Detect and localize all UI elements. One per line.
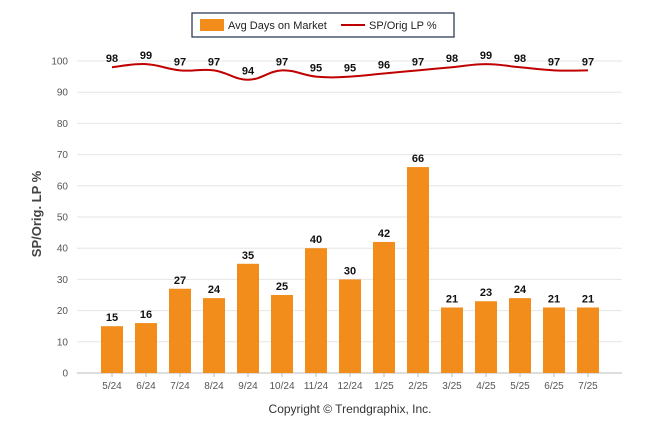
bar-data-label: 21 bbox=[548, 293, 560, 305]
y-axis-title: SP/Orig. LP % bbox=[29, 170, 44, 257]
y-tick-label: 50 bbox=[57, 213, 69, 224]
y-tick-label: 60 bbox=[57, 181, 69, 192]
y-tick-label: 90 bbox=[57, 88, 69, 99]
bar-data-label: 21 bbox=[446, 293, 458, 305]
y-tick-label: 20 bbox=[57, 306, 69, 317]
line-data-label: 98 bbox=[514, 53, 526, 65]
bar-data-label: 16 bbox=[140, 309, 152, 321]
bar bbox=[373, 241, 395, 373]
bar-data-label: 15 bbox=[106, 312, 118, 324]
x-tick-label: 5/24 bbox=[102, 381, 122, 392]
bar bbox=[135, 323, 157, 373]
x-tick-label: 6/24 bbox=[136, 381, 156, 392]
line-data-label: 95 bbox=[344, 63, 356, 75]
line-data-label: 97 bbox=[412, 56, 424, 68]
bar bbox=[237, 263, 259, 373]
line-data-label: 98 bbox=[446, 53, 458, 65]
line-data-label: 97 bbox=[208, 56, 220, 68]
y-tick-label: 10 bbox=[57, 337, 69, 348]
x-tick-label: 8/24 bbox=[204, 381, 224, 392]
x-tick-label: 2/25 bbox=[408, 381, 428, 392]
bar bbox=[203, 298, 225, 373]
line-data-label: 96 bbox=[378, 59, 390, 71]
bar-data-label: 25 bbox=[276, 281, 288, 293]
bar-series bbox=[101, 167, 599, 373]
bar bbox=[305, 248, 327, 373]
x-tick-label: 7/25 bbox=[578, 381, 598, 392]
line-data-label: 97 bbox=[582, 56, 594, 68]
bar-data-label: 24 bbox=[514, 284, 527, 296]
x-tick-label: 5/25 bbox=[510, 381, 530, 392]
bar-data-labels: 15 16 27 24 35 25 40 30 42 66 21 23 24 21 21 bbox=[106, 153, 594, 324]
bar-data-label: 27 bbox=[174, 275, 186, 287]
bar bbox=[475, 301, 497, 373]
bar bbox=[101, 326, 123, 373]
x-tick-label: 11/24 bbox=[304, 381, 329, 392]
line-data-label: 97 bbox=[174, 56, 186, 68]
line-data-label: 99 bbox=[140, 50, 152, 62]
line-series bbox=[111, 63, 589, 81]
y-axis-ticks: 0 10 20 30 40 50 60 70 80 90 100 bbox=[51, 57, 68, 380]
bar-data-label: 66 bbox=[412, 153, 424, 165]
x-tick-label: 12/24 bbox=[337, 381, 362, 392]
copyright-credit: Copyright © Trendgraphix, Inc. bbox=[269, 402, 432, 416]
bar-data-label: 24 bbox=[208, 284, 221, 296]
y-tick-label: 0 bbox=[62, 369, 68, 380]
line-data-label: 97 bbox=[548, 56, 560, 68]
bar-data-label: 21 bbox=[582, 293, 594, 305]
x-tick-label: 1/25 bbox=[374, 381, 394, 392]
legend-box bbox=[191, 12, 455, 38]
bar bbox=[441, 307, 463, 373]
gridlines bbox=[77, 60, 622, 374]
line-data-labels: 98 99 97 97 94 97 95 95 96 97 98 99 98 97 97 bbox=[106, 50, 594, 78]
bar bbox=[577, 307, 599, 373]
x-tick-label: 6/25 bbox=[544, 381, 564, 392]
bar bbox=[339, 279, 361, 373]
x-tick-label: 3/25 bbox=[442, 381, 462, 392]
bar-data-label: 30 bbox=[344, 265, 356, 277]
y-tick-label: 30 bbox=[57, 275, 69, 286]
y-tick-label: 80 bbox=[57, 119, 69, 130]
line-data-label: 99 bbox=[480, 50, 492, 62]
legend-label-bar: Avg Days on Market bbox=[228, 20, 327, 32]
bar bbox=[169, 288, 191, 373]
y-tick-label: 70 bbox=[57, 150, 69, 161]
legend-label-line: SP/Orig LP % bbox=[369, 20, 437, 32]
bar-data-label: 35 bbox=[242, 250, 254, 262]
bar-data-label: 40 bbox=[310, 234, 322, 246]
sp-orig-lp-line bbox=[111, 63, 589, 81]
x-tick-label: 9/24 bbox=[238, 381, 258, 392]
legend-swatch-bar bbox=[200, 19, 224, 31]
line-data-label: 94 bbox=[242, 66, 255, 78]
bar bbox=[271, 295, 293, 373]
bar bbox=[509, 298, 531, 373]
x-tick-label: 4/25 bbox=[476, 381, 496, 392]
line-data-label: 97 bbox=[276, 56, 288, 68]
y-tick-label: 40 bbox=[57, 244, 69, 255]
bar-data-label: 42 bbox=[378, 228, 390, 240]
x-tick-label: 7/24 bbox=[170, 381, 190, 392]
x-tick-label: 10/24 bbox=[269, 381, 294, 392]
legend: Avg Days on Market SP/Orig LP % bbox=[191, 12, 455, 38]
bar bbox=[407, 167, 429, 373]
line-data-label: 98 bbox=[106, 53, 118, 65]
y-tick-label: 100 bbox=[51, 57, 68, 68]
bar-data-label: 23 bbox=[480, 287, 492, 299]
x-axis-ticks: 5/24 6/24 7/24 8/24 9/24 10/24 11/24 12/24 1/25 2… bbox=[102, 373, 598, 392]
line-data-label: 95 bbox=[310, 63, 322, 75]
bar bbox=[543, 307, 565, 373]
